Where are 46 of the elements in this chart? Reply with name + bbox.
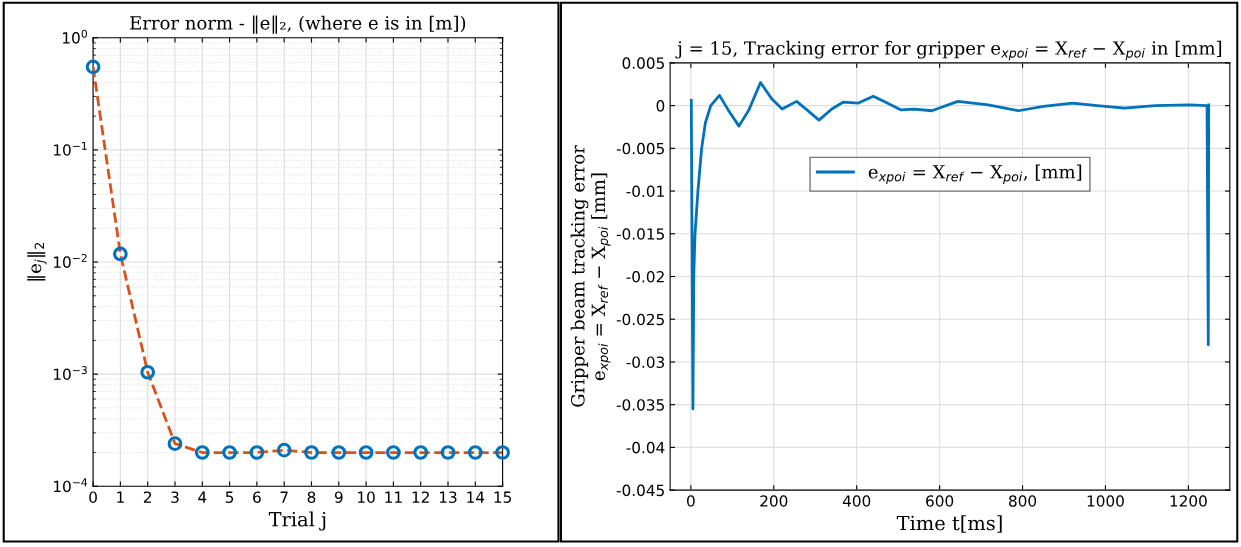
x-tick-label: 11: [385, 491, 402, 503]
x-tick-label: 200: [760, 495, 788, 507]
x-tick-label: 6: [253, 491, 261, 503]
y-tick-label: 10$^{−2}$: [53, 253, 87, 268]
x-axis-title: Time t[ms]: [896, 515, 1002, 533]
x-tick-label: 10: [358, 491, 375, 503]
x-axis-title: Trial j: [268, 511, 326, 531]
x-tick-label: 1: [117, 491, 124, 503]
chart-title: Error norm - ‖e‖₂, (where e is in [m]): [130, 15, 466, 34]
y-tick-label: 10$^{−1}$: [53, 141, 87, 156]
y-tick-label: -0.005: [616, 142, 664, 155]
x-tick-label: 15: [494, 491, 511, 503]
x-tick-label: 800: [1008, 495, 1037, 507]
y-tick-label: -0.015: [616, 228, 664, 240]
y-axis-title: Gripper beam tracking error e$_{xpoi}$ = X$_{ref}$ − X$_{poi}$ [mm]: [570, 145, 611, 407]
x-tick-label: 1200: [1170, 495, 1207, 507]
x-tick-label: 12: [412, 491, 429, 503]
x-tick-label: 4: [198, 491, 207, 503]
x-tick-label: 3: [171, 491, 179, 503]
y-tick-label: -0.04: [626, 441, 665, 454]
y-tick-label: -0.025: [616, 313, 664, 326]
x-tick-label: 8: [307, 491, 316, 503]
y-tick-label: 10$^{−3}$: [53, 366, 87, 381]
y-tick-label: 0: [656, 100, 665, 112]
y-tick-label: -0.03: [626, 356, 665, 368]
y-axis-title: ‖e$_{j}$‖$_{2}$: [27, 243, 47, 281]
legend-label: e$_{xpoi}$ = X$_{ref}$ − X$_{poi}$, [mm]: [868, 164, 1082, 184]
x-tick-label: 2: [143, 491, 152, 503]
y-tick-label: -0.01: [626, 185, 664, 198]
y-tick-label: 10$^{−4}$: [53, 478, 88, 493]
y-tick-label: 10$^{0}$: [63, 29, 88, 44]
x-tick-label: 14: [467, 491, 485, 503]
y-tick-label: -0.045: [616, 484, 664, 497]
x-tick-label: 1000: [1087, 495, 1124, 507]
x-tick-label: 5: [225, 491, 234, 503]
x-tick-label: 7: [280, 491, 288, 503]
y-tick-label: -0.02: [626, 270, 664, 283]
x-tick-label: 0: [89, 491, 97, 503]
x-tick-label: 400: [842, 495, 871, 507]
x-tick-label: 600: [926, 495, 954, 507]
y-tick-label: -0.035: [616, 399, 664, 411]
x-tick-label: 9: [334, 491, 343, 503]
x-tick-label: 13: [439, 491, 457, 503]
y-tick-label: 0.005: [622, 57, 664, 69]
x-tick-label: 0: [687, 495, 695, 507]
chart-title: j = 15, Tracking error for gripper e$_{xpoi}$ = X$_{ref}$ − X$_{poi}$ in [mm]: [675, 40, 1222, 61]
